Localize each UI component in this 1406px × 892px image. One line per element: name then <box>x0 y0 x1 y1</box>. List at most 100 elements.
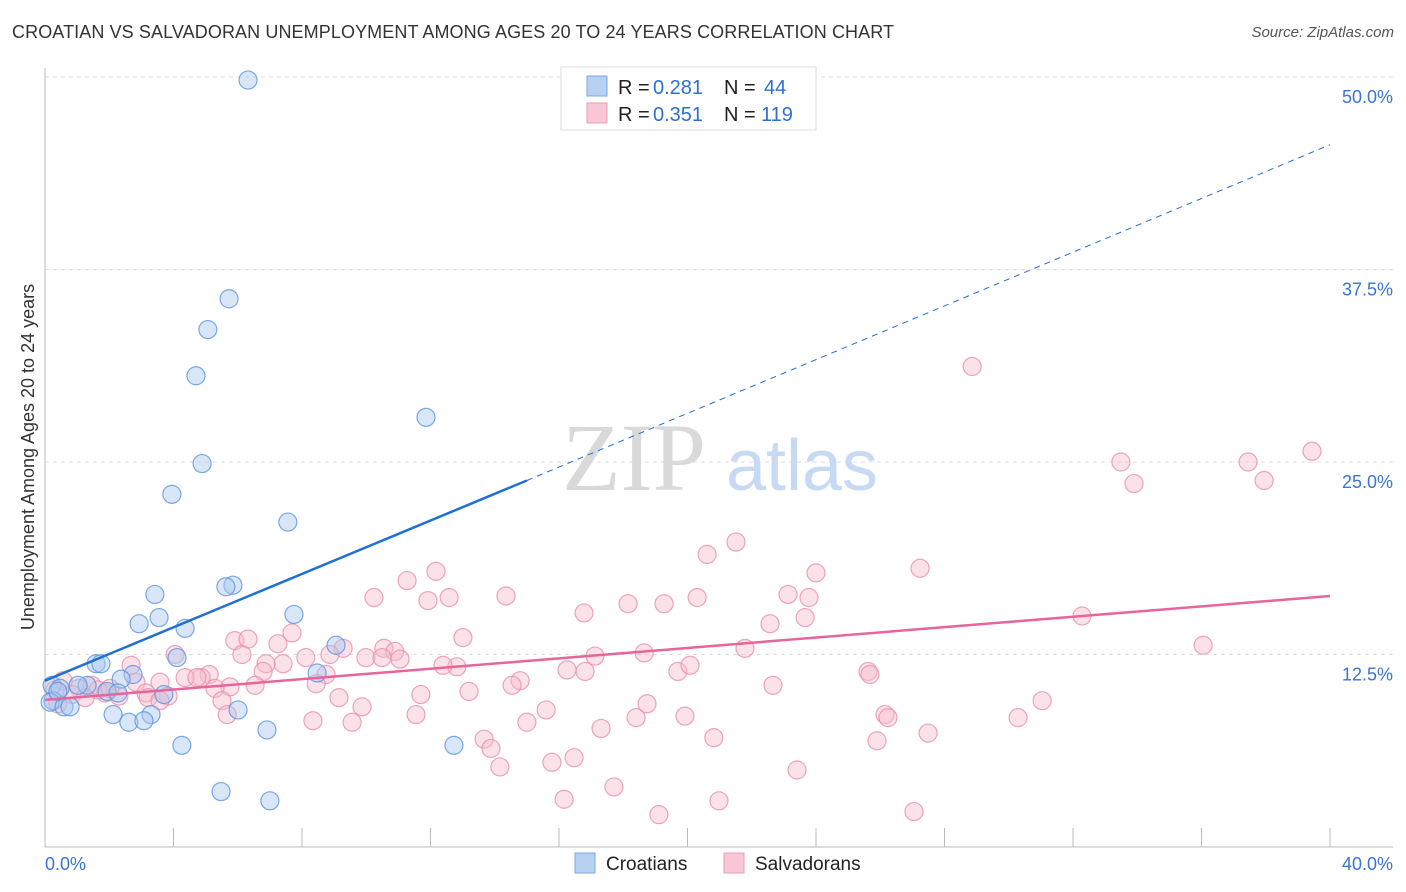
salvadorans-points <box>45 356 1322 825</box>
salvadoran-point <box>649 805 669 825</box>
salvadoran-point <box>1008 708 1028 728</box>
salvadoran-point <box>1238 452 1258 472</box>
salvadoran-point <box>778 584 798 605</box>
salvadoran-point <box>878 708 898 728</box>
croatians-trend-line <box>44 479 528 682</box>
legend-r-label: R = <box>618 77 650 99</box>
watermark: ZIP atlas <box>562 404 878 511</box>
croatian-point <box>216 577 236 597</box>
y-tick-label: 25.0% <box>1342 472 1393 492</box>
salvadoran-point <box>303 711 323 731</box>
y-tick-label: 37.5% <box>1342 280 1393 300</box>
salvadoran-point <box>918 723 938 743</box>
croatian-point <box>162 484 182 504</box>
salvadoran-point <box>875 704 895 725</box>
salvadoran-point <box>626 708 646 728</box>
salvadoran-point <box>675 706 695 726</box>
salvadoran-point <box>1193 635 1213 655</box>
salvadoran-point <box>554 789 574 809</box>
salvadoran-point <box>910 558 930 578</box>
croatian-point <box>326 635 346 655</box>
croatian-point <box>257 720 277 740</box>
croatian-point <box>278 512 298 532</box>
salvadoran-point <box>795 607 815 628</box>
croatian-point <box>172 735 192 755</box>
salvadoran-point <box>904 801 924 822</box>
salvadoran-point <box>232 644 252 665</box>
watermark-atlas: atlas <box>726 426 878 506</box>
croatian-point <box>223 575 243 595</box>
salvadoran-point <box>704 728 724 748</box>
y-tick-label: 50.0% <box>1342 87 1393 107</box>
croatian-point <box>260 791 280 811</box>
salvadoran-point <box>787 760 807 780</box>
bottom-legend-swatch-croatians <box>574 852 596 874</box>
salvadoran-point <box>268 634 288 654</box>
salvadoran-point <box>575 661 595 682</box>
croatian-point <box>68 675 88 695</box>
salvadoran-point <box>1254 470 1274 491</box>
salvadoran-point <box>858 661 878 682</box>
legend-n-label: N = <box>724 77 756 99</box>
salvadoran-point <box>490 757 510 777</box>
salvadoran-point <box>273 654 293 674</box>
salvadoran-point <box>517 712 537 732</box>
croatian-point <box>103 704 123 725</box>
salvadoran-point <box>418 590 438 611</box>
salvadoran-point <box>453 627 473 648</box>
salvadoran-point <box>352 697 372 717</box>
salvadoran-point <box>591 718 611 739</box>
salvadoran-point <box>390 649 410 669</box>
croatian-point <box>416 407 436 427</box>
salvadoran-point <box>481 738 501 759</box>
x-tick-label-max: 40.0% <box>1342 854 1393 874</box>
croatian-point <box>238 70 258 90</box>
salvadoran-point <box>296 647 316 668</box>
bottom-legend: Croatians Salvadorans <box>574 852 861 875</box>
salvadoran-point <box>709 791 729 811</box>
salvadoran-point <box>372 647 392 668</box>
croatian-point <box>211 781 231 802</box>
y-tick-label: 12.5% <box>1342 665 1393 685</box>
salvadoran-point <box>406 704 426 725</box>
salvadoran-point <box>459 681 479 702</box>
gridlines <box>45 76 1393 655</box>
salvadoran-point <box>726 532 746 552</box>
salvadoran-point <box>165 644 185 665</box>
salvadoran-point <box>496 586 516 606</box>
salvadoran-point <box>697 544 717 565</box>
salvadoran-point <box>618 594 638 614</box>
salvadoran-point <box>411 684 431 705</box>
salvadoran-point <box>604 777 624 797</box>
salvadoran-point <box>187 667 207 688</box>
croatian-point <box>198 319 218 340</box>
salvadoran-point <box>1111 452 1131 472</box>
salvadoran-point <box>687 587 707 608</box>
salvadoran-point <box>397 570 417 591</box>
croatian-point <box>123 664 143 685</box>
croatian-point <box>48 681 68 702</box>
salvadoran-point <box>320 644 340 665</box>
legend-n-label: N = <box>724 104 756 126</box>
croatian-point <box>119 712 139 732</box>
salvadoran-point <box>1032 691 1052 711</box>
legend-n-value: 44 <box>764 77 786 99</box>
salvadoran-point <box>217 704 237 725</box>
salvadoran-point <box>433 655 453 675</box>
x-tick-label-min: 0.0% <box>45 854 86 874</box>
legend-r-value: 0.351 <box>653 104 703 126</box>
salvadoran-point <box>356 647 376 668</box>
salvadoran-point <box>799 587 819 608</box>
salvadoran-point <box>1302 441 1322 461</box>
salvadoran-point <box>342 712 362 732</box>
croatian-point <box>192 453 212 474</box>
salvadoran-point <box>426 561 446 581</box>
salvadoran-point <box>668 661 688 682</box>
salvadoran-point <box>557 660 577 680</box>
salvadoran-point <box>962 356 982 377</box>
salvadoran-point <box>536 700 556 720</box>
croatian-point <box>145 584 165 605</box>
bottom-legend-salvadorans: Salvadorans <box>755 854 861 875</box>
legend-n-value: 119 <box>761 104 793 126</box>
